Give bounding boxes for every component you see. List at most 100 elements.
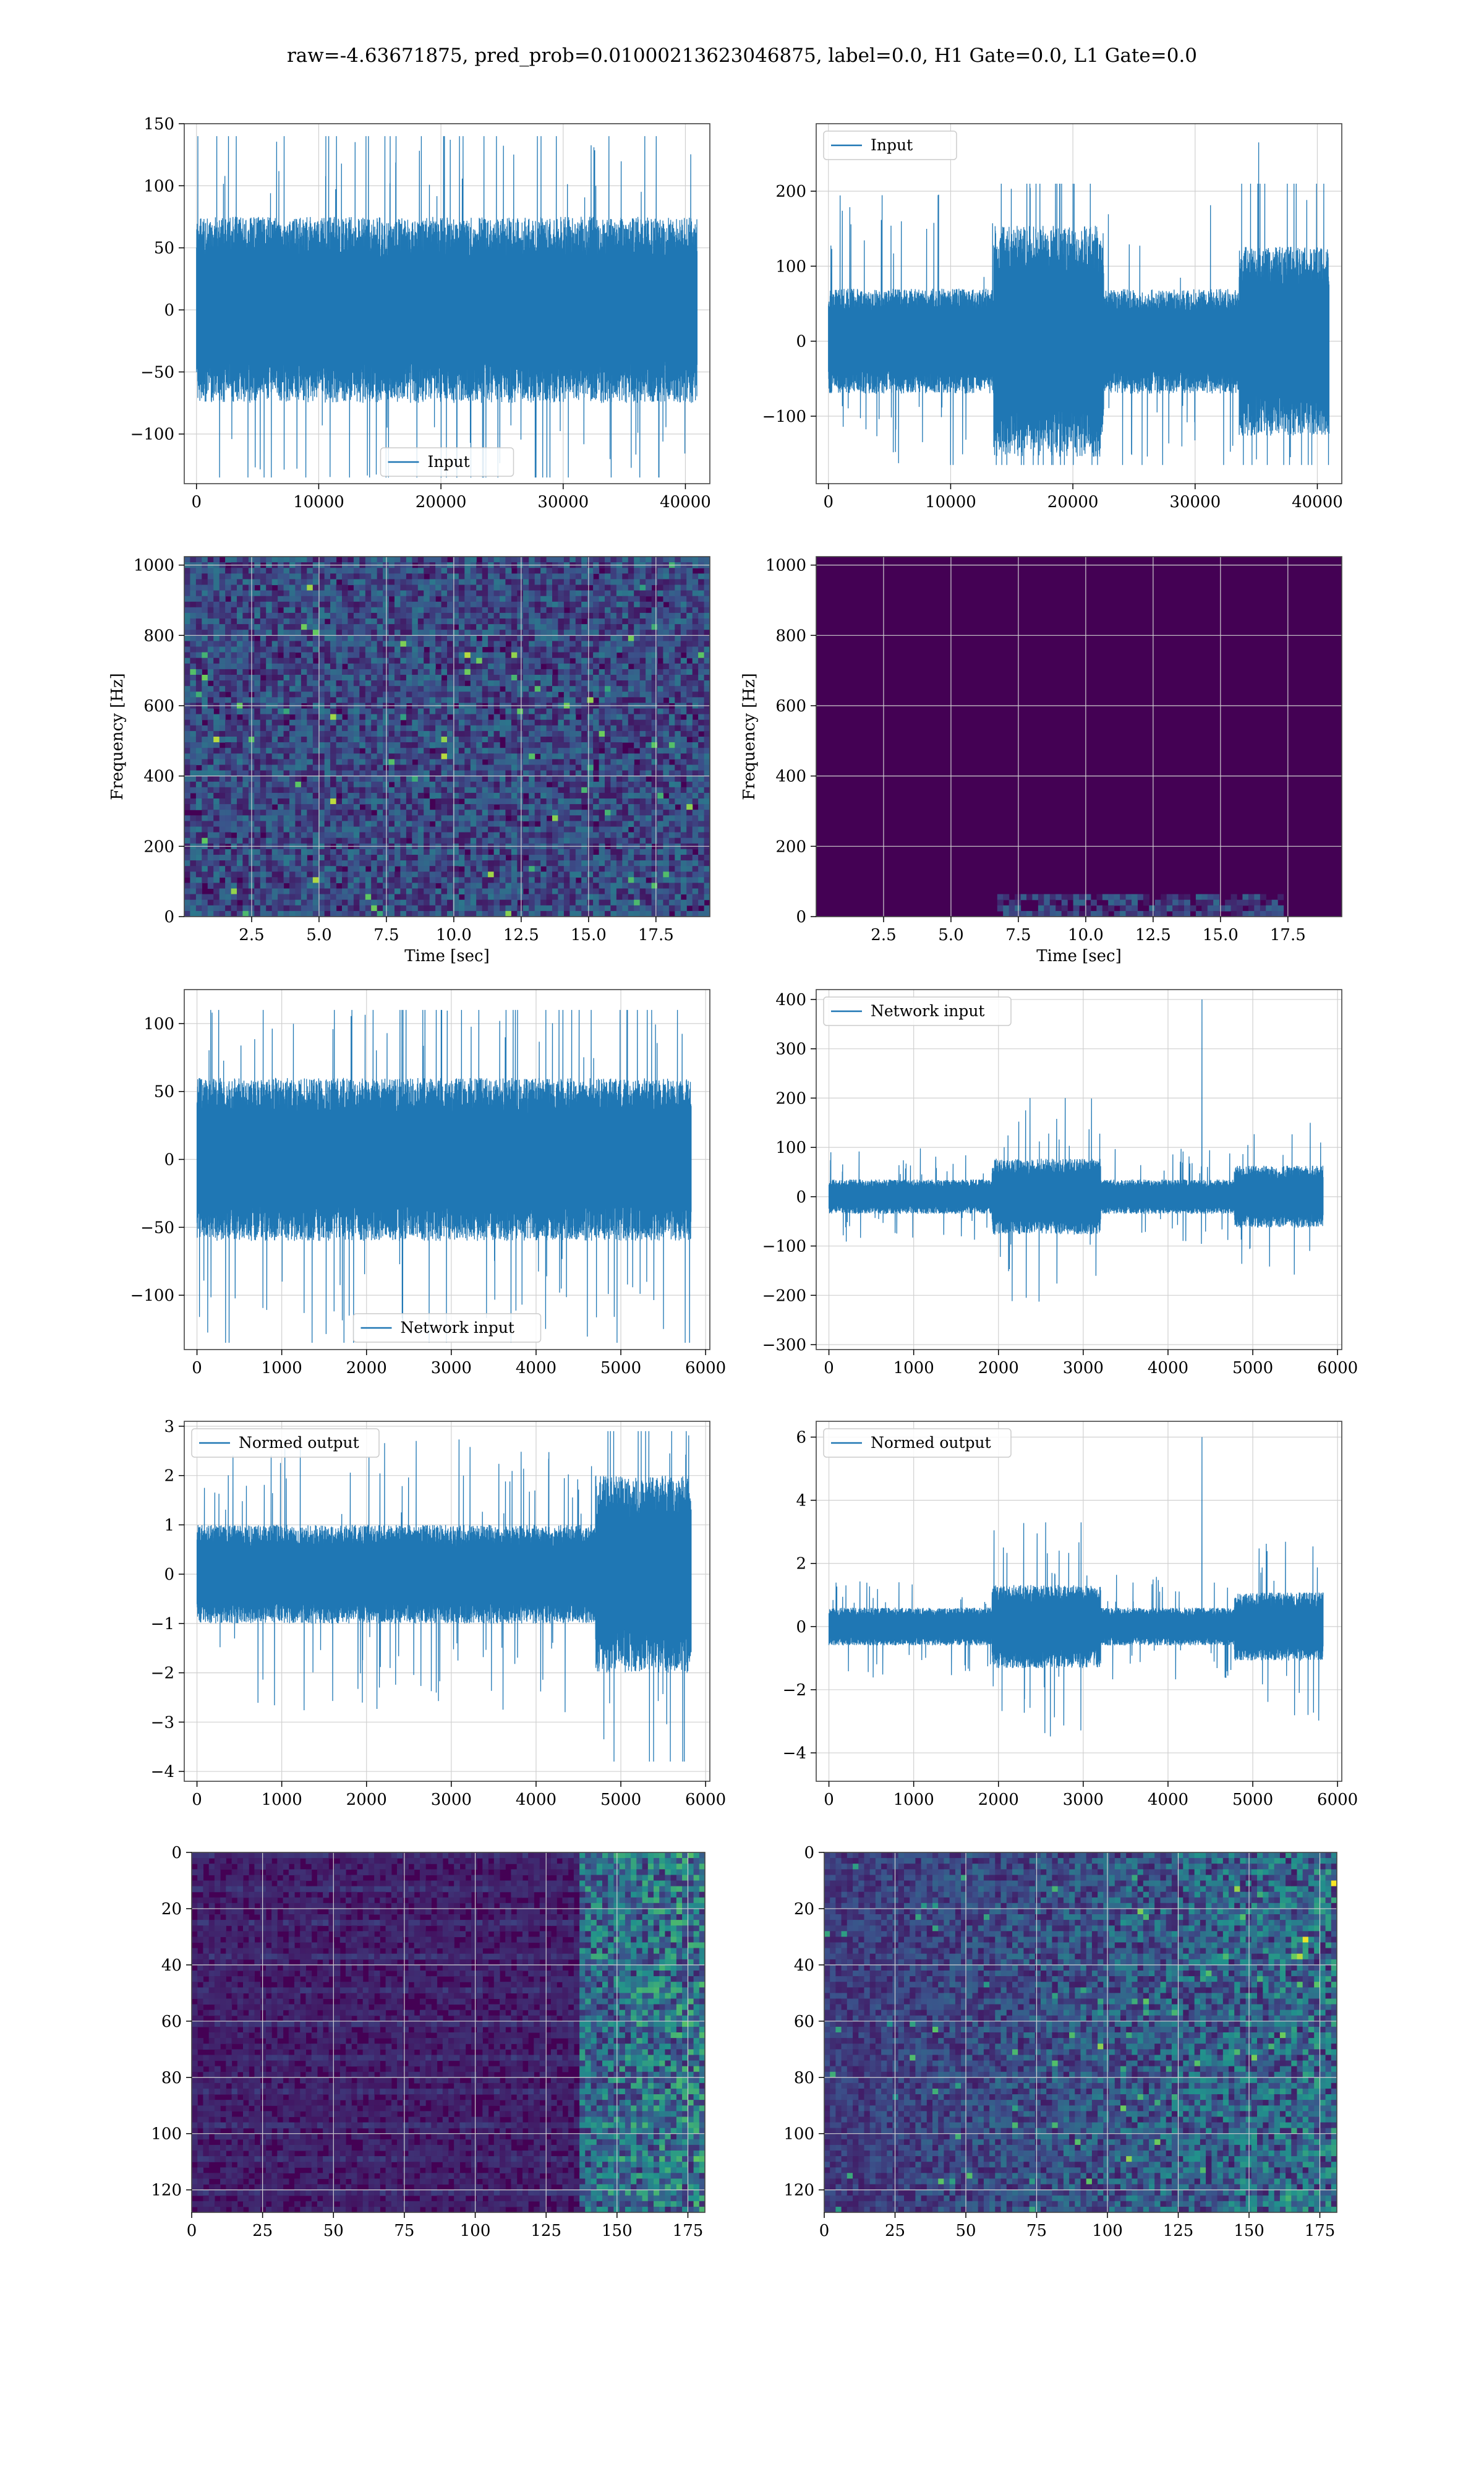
y-tick-label: 80 bbox=[161, 2069, 182, 2087]
x-tick-label: 10.0 bbox=[436, 926, 472, 944]
x-tick-label: 3000 bbox=[1063, 1359, 1104, 1377]
legend-label: Normed output bbox=[239, 1434, 359, 1452]
legend-label: Normed output bbox=[871, 1434, 991, 1452]
y-tick-label: 0 bbox=[164, 1151, 174, 1170]
y-tick-label: −100 bbox=[762, 1238, 806, 1256]
y-tick-label: 20 bbox=[794, 1900, 814, 1919]
x-tick-label: 2000 bbox=[978, 1359, 1019, 1377]
x-tick-label: 100 bbox=[1092, 2222, 1123, 2240]
y-tick-label: −200 bbox=[762, 1286, 806, 1305]
legend-label: Network input bbox=[401, 1319, 514, 1337]
x-tick-label: 5000 bbox=[600, 1791, 641, 1809]
x-tick-label: 2.5 bbox=[239, 926, 264, 944]
x-tick-label: 12.5 bbox=[503, 926, 539, 944]
y-axis-label: Frequency [Hz] bbox=[740, 673, 759, 800]
x-tick-label: 30000 bbox=[1169, 493, 1221, 511]
y-tick-label: −100 bbox=[130, 1286, 174, 1305]
x-tick-label: 0 bbox=[192, 1359, 202, 1377]
x-tick-label: 150 bbox=[602, 2222, 633, 2240]
x-tick-label: 3000 bbox=[431, 1791, 472, 1809]
x-tick-label: 3000 bbox=[431, 1359, 472, 1377]
x-tick-label: 6000 bbox=[1317, 1791, 1358, 1809]
x-tick-label: 2.5 bbox=[871, 926, 896, 944]
y-tick-label: 60 bbox=[794, 2013, 814, 2031]
x-tick-label: 0 bbox=[191, 493, 202, 511]
y-tick-label: 400 bbox=[775, 991, 806, 1009]
y-tick-label: 2 bbox=[164, 1467, 174, 1486]
axes-frame bbox=[184, 123, 710, 484]
x-tick-label: 40000 bbox=[1292, 493, 1343, 511]
axes-frame bbox=[184, 556, 710, 917]
y-tick-label: −100 bbox=[762, 408, 806, 426]
x-tick-label: 0 bbox=[192, 1791, 202, 1809]
axes-frame bbox=[816, 556, 1342, 917]
y-tick-label: 6 bbox=[796, 1429, 806, 1447]
axes-frame bbox=[824, 1852, 1337, 2213]
y-tick-label: 120 bbox=[783, 2181, 814, 2200]
y-tick-label: 400 bbox=[143, 768, 174, 786]
legend: Input bbox=[823, 131, 957, 160]
axes-frame bbox=[191, 1852, 706, 2213]
y-tick-label: 600 bbox=[143, 697, 174, 716]
x-tick-label: 12.5 bbox=[1135, 926, 1171, 944]
x-tick-label: 175 bbox=[673, 2222, 704, 2240]
x-tick-label: 20000 bbox=[1047, 493, 1099, 511]
x-tick-label: 15.0 bbox=[571, 926, 607, 944]
y-tick-label: 0 bbox=[796, 1618, 806, 1637]
y-tick-label: 0 bbox=[171, 1844, 182, 1862]
y-tick-label: 50 bbox=[154, 239, 174, 258]
x-tick-label: 1000 bbox=[893, 1791, 934, 1809]
y-tick-label: 200 bbox=[143, 837, 174, 856]
heatmap-r5c2 bbox=[824, 1852, 1337, 2212]
x-tick-label: 75 bbox=[1026, 2222, 1047, 2240]
x-tick-label: 0 bbox=[819, 2222, 830, 2240]
x-tick-label: 5.0 bbox=[938, 926, 963, 944]
y-tick-label: 400 bbox=[775, 768, 806, 786]
y-tick-label: 200 bbox=[775, 837, 806, 856]
chart-r1c1: Input 0 10000 20000 30000 40000 −100 −50 0 50 100 1… bbox=[130, 115, 711, 511]
x-tick-label: 100 bbox=[460, 2222, 491, 2240]
series-line bbox=[828, 142, 1330, 465]
x-tick-label: 4000 bbox=[516, 1791, 556, 1809]
y-tick-label: 0 bbox=[796, 333, 806, 351]
y-tick-label: −50 bbox=[140, 1218, 174, 1237]
x-tick-label: 50 bbox=[955, 2222, 976, 2240]
x-tick-label: 2000 bbox=[346, 1791, 387, 1809]
y-tick-label: 150 bbox=[143, 115, 174, 134]
x-tick-label: 5000 bbox=[600, 1359, 641, 1377]
y-tick-label: −2 bbox=[151, 1664, 174, 1683]
y-tick-label: 50 bbox=[154, 1083, 174, 1102]
x-tick-label: 7.5 bbox=[1005, 926, 1031, 944]
y-tick-label: 100 bbox=[143, 177, 174, 195]
y-tick-label: 100 bbox=[143, 1015, 174, 1034]
axes-frame bbox=[816, 123, 1342, 484]
axes-frame bbox=[184, 989, 710, 1350]
y-tick-label: 800 bbox=[775, 627, 806, 645]
x-tick-label: 150 bbox=[1234, 2222, 1264, 2240]
heatmap-r2c2 bbox=[816, 557, 1342, 917]
y-tick-label: 100 bbox=[151, 2125, 182, 2144]
legend: Normed output bbox=[823, 1428, 1012, 1458]
x-tick-label: 20000 bbox=[416, 493, 467, 511]
y-tick-label: 800 bbox=[143, 627, 174, 645]
y-tick-label: 100 bbox=[775, 1139, 806, 1157]
series-line bbox=[196, 136, 698, 478]
x-tick-label: 2000 bbox=[346, 1359, 387, 1377]
y-tick-label: 4 bbox=[796, 1492, 806, 1510]
series-line bbox=[828, 1437, 1324, 1737]
x-tick-label: 125 bbox=[1163, 2222, 1194, 2240]
y-tick-label: 1 bbox=[164, 1516, 174, 1534]
x-tick-label: 1000 bbox=[262, 1791, 302, 1809]
x-tick-label: 10.0 bbox=[1068, 926, 1104, 944]
x-tick-label: 7.5 bbox=[373, 926, 399, 944]
y-tick-label: 600 bbox=[775, 697, 806, 716]
legend-label: Input bbox=[871, 136, 913, 154]
legend-label: Input bbox=[428, 453, 470, 471]
x-tick-label: 5000 bbox=[1232, 1359, 1273, 1377]
x-tick-label: 0 bbox=[823, 493, 834, 511]
x-tick-label: 3000 bbox=[1063, 1791, 1104, 1809]
x-tick-label: 5.0 bbox=[306, 926, 331, 944]
chart-r5c2: 0 25 50 75 100 125 150 175 0 20 40 60 80 100 120 bbox=[783, 1844, 1337, 2240]
